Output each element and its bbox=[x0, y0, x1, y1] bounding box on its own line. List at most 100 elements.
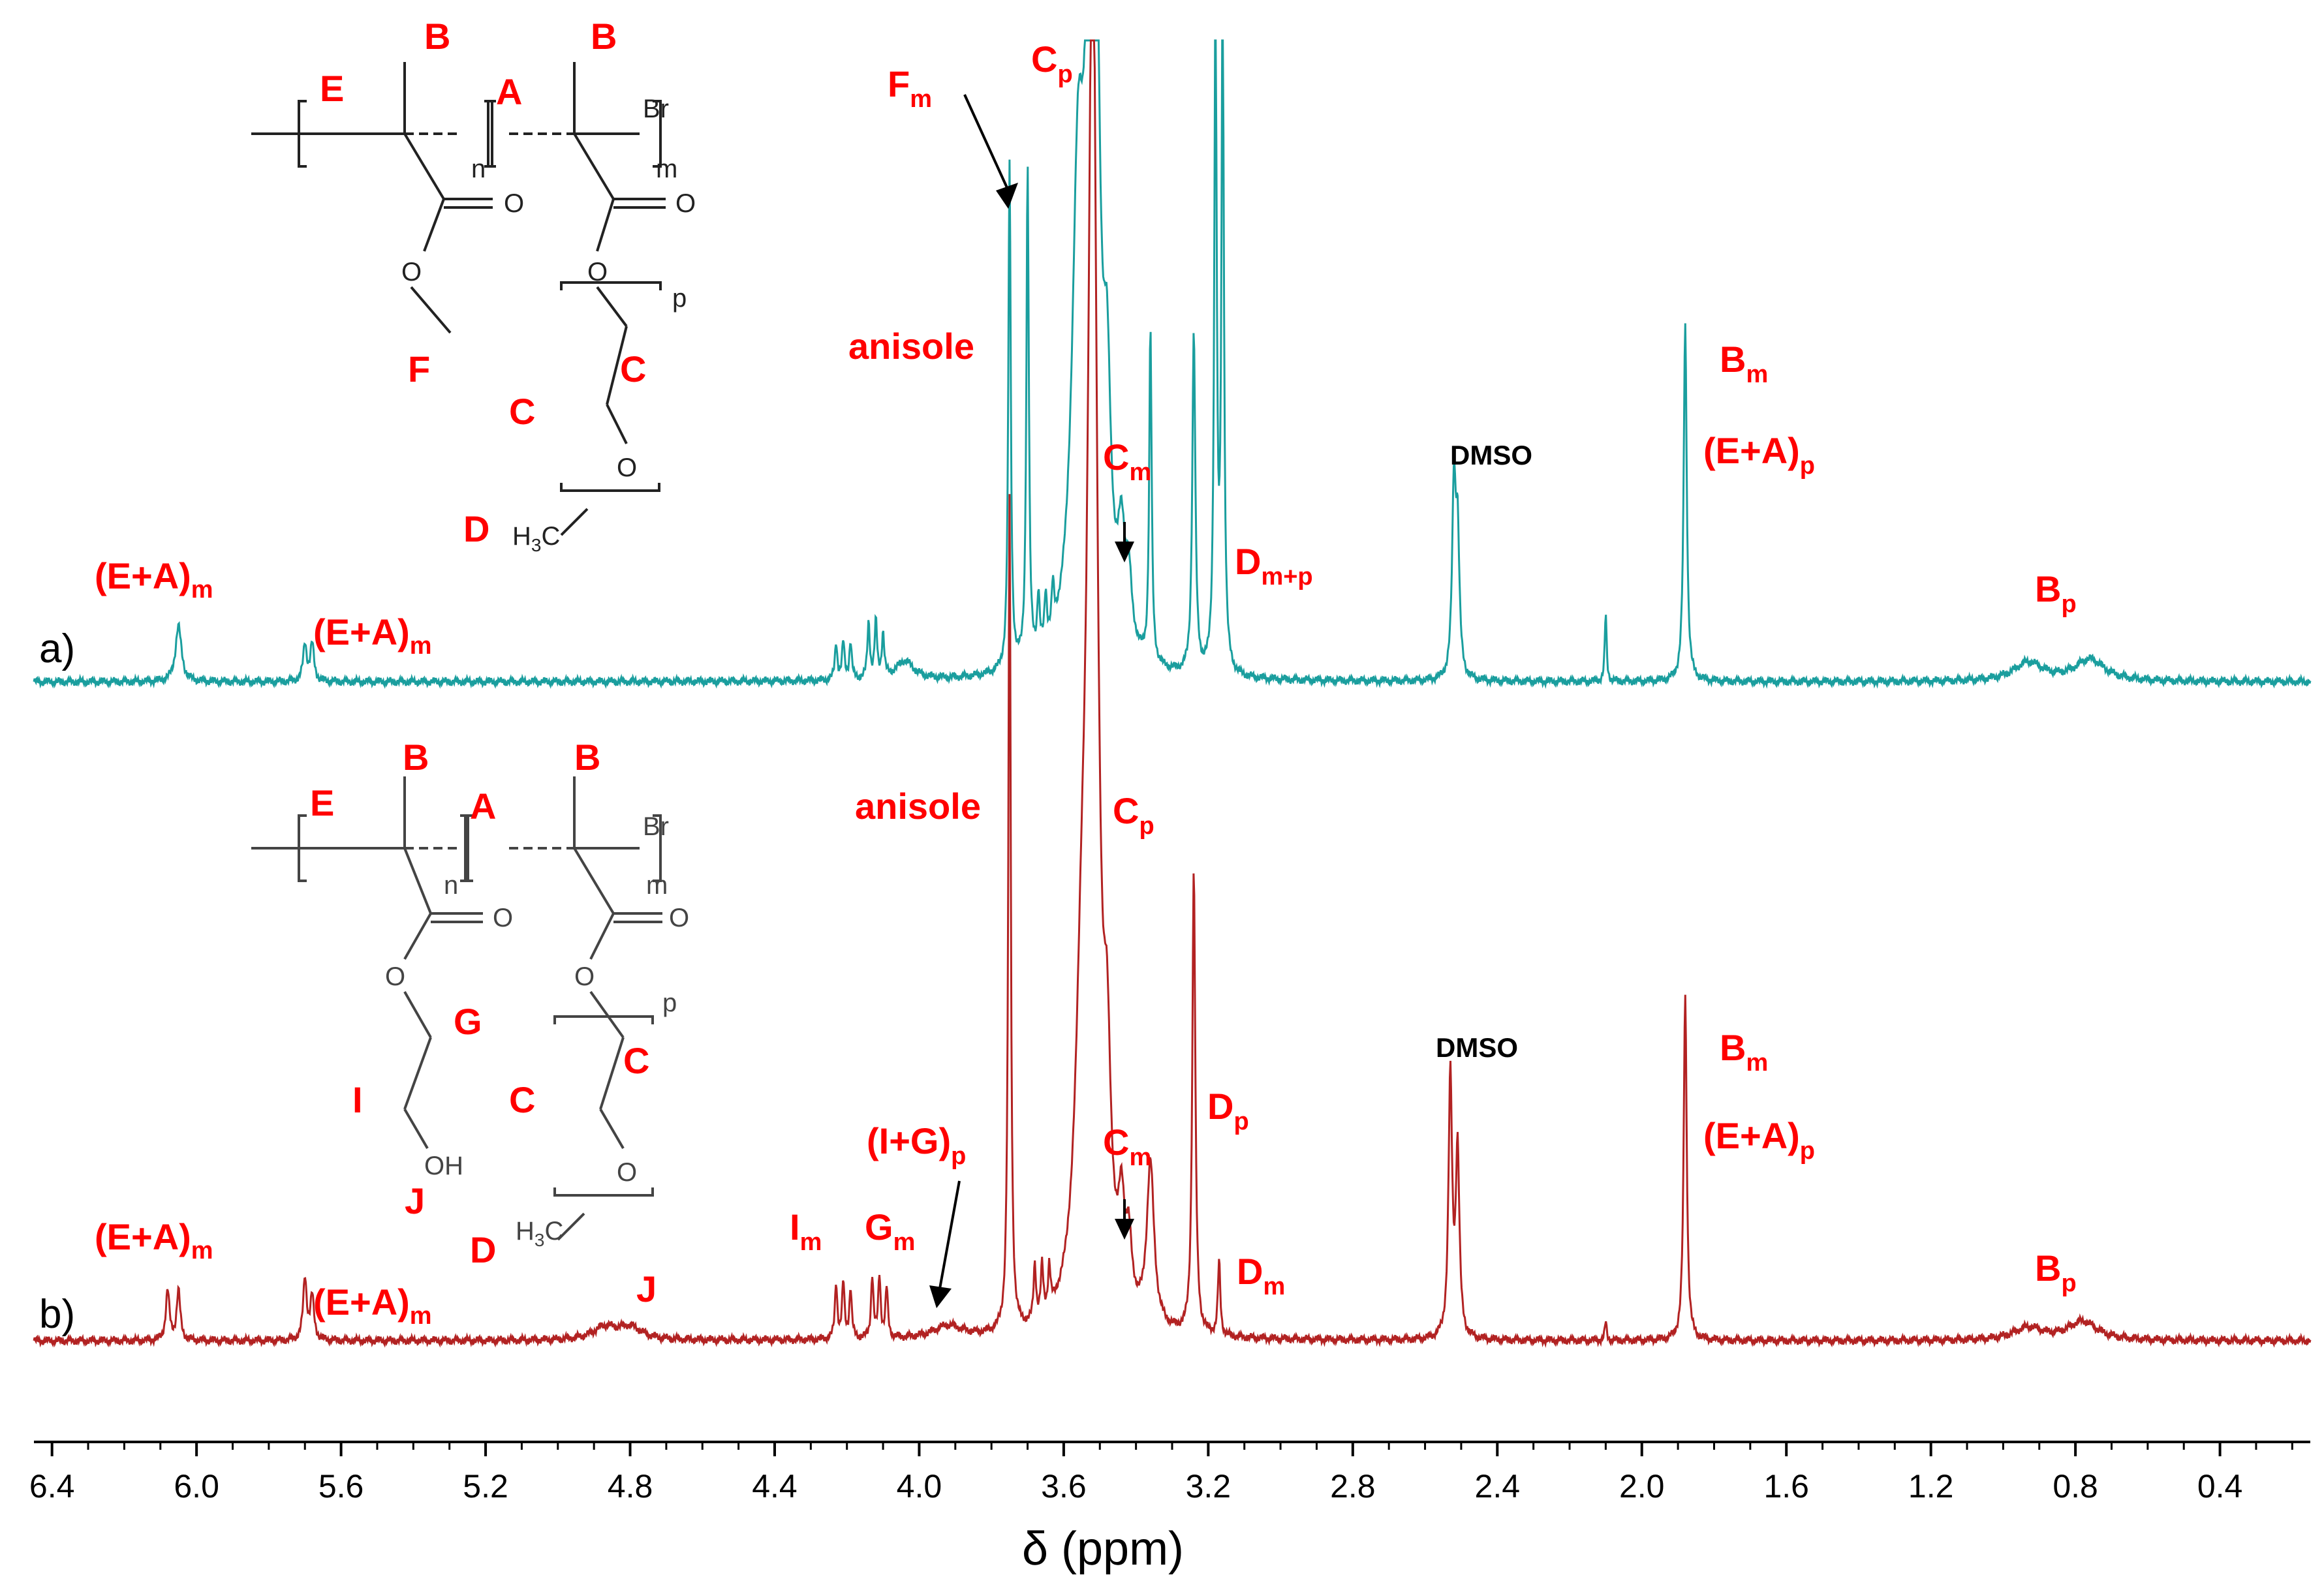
svg-text:C: C bbox=[509, 1079, 535, 1120]
svg-text:F: F bbox=[408, 348, 430, 390]
label-b-dm: Dm bbox=[1237, 1251, 1285, 1300]
arrowhead-a-cm bbox=[1115, 542, 1134, 562]
x-tick-label: 6.4 bbox=[29, 1468, 75, 1505]
svg-text:O: O bbox=[493, 904, 513, 932]
label-a-bm: Bm bbox=[1720, 339, 1768, 388]
x-tick-label: 3.2 bbox=[1186, 1468, 1232, 1505]
x-tick-label: 0.4 bbox=[2197, 1468, 2243, 1505]
label-b-cm: Cm bbox=[1103, 1122, 1151, 1171]
svg-text:p: p bbox=[662, 988, 677, 1017]
label-a-cp: Cp bbox=[1031, 38, 1073, 88]
svg-text:B: B bbox=[403, 737, 429, 778]
label-a-cm: Cm bbox=[1103, 436, 1151, 486]
label-b-bm: Bm bbox=[1720, 1027, 1768, 1077]
label-b-im: Im bbox=[790, 1206, 822, 1256]
svg-text:OH: OH bbox=[424, 1152, 463, 1180]
svg-text:m: m bbox=[646, 871, 668, 900]
svg-text:Br: Br bbox=[643, 812, 669, 841]
label-b-gm: Gm bbox=[865, 1206, 915, 1256]
svg-text:C: C bbox=[623, 1040, 649, 1081]
peak-labels-a: (E+A)m (E+A)m Fm Cp anisole Cm Dm+p DMSO… bbox=[95, 38, 2077, 660]
label-b-anisole: anisole bbox=[855, 786, 981, 827]
label-a-anisole: anisole bbox=[848, 326, 974, 367]
label-a-fm: Fm bbox=[888, 63, 932, 113]
label-a-bp: Bp bbox=[2035, 568, 2077, 618]
svg-text:A: A bbox=[470, 786, 496, 827]
svg-text:m: m bbox=[656, 155, 677, 183]
x-tick-label: 3.6 bbox=[1041, 1468, 1087, 1505]
label-a-eap: (E+A)p bbox=[1703, 430, 1815, 480]
svg-text:A: A bbox=[496, 71, 522, 112]
label-b-cp: Cp bbox=[1113, 790, 1154, 840]
label-b-bp: Bp bbox=[2035, 1248, 2077, 1297]
svg-text:C: C bbox=[509, 391, 535, 432]
label-b-dp: Dp bbox=[1207, 1086, 1249, 1135]
svg-text:O: O bbox=[385, 962, 405, 991]
x-tick-label: 2.4 bbox=[1475, 1468, 1521, 1505]
arrowhead-a-fm bbox=[996, 183, 1018, 209]
x-tick-label: 4.0 bbox=[897, 1468, 942, 1505]
x-tick-label: 6.0 bbox=[174, 1468, 219, 1505]
svg-text:J: J bbox=[405, 1180, 425, 1221]
svg-text:I: I bbox=[352, 1079, 363, 1120]
svg-text:n: n bbox=[471, 155, 486, 183]
label-b-j: J bbox=[636, 1268, 657, 1309]
structure-a-labels: E B A B Br n m O O O O p F C C O D H3C bbox=[320, 16, 696, 555]
svg-text:B: B bbox=[574, 737, 600, 778]
trace-label-b: b) bbox=[39, 1292, 75, 1337]
label-b-eap: (E+A)p bbox=[1703, 1115, 1815, 1165]
spectrum-trace-b bbox=[33, 39, 2312, 1348]
svg-text:O: O bbox=[617, 453, 637, 482]
svg-text:n: n bbox=[444, 871, 458, 900]
structure-a bbox=[251, 62, 666, 536]
x-axis-ticks: 6.4 6.0 5.6 5.2 4.8 4.4 4.0 3.6 3.2 2.8 2.4 2.0 1.6 1… bbox=[29, 1442, 2293, 1505]
svg-text:B: B bbox=[591, 16, 617, 57]
arrow-a-fm bbox=[963, 94, 1010, 191]
label-a-ea-m-right: (E+A)m bbox=[313, 611, 432, 660]
svg-text:O: O bbox=[401, 258, 422, 286]
label-b-ea-m-left: (E+A)m bbox=[95, 1216, 213, 1264]
x-tick-label: 1.6 bbox=[1763, 1468, 1809, 1505]
svg-text:H3C: H3C bbox=[516, 1217, 563, 1250]
x-tick-label: 2.8 bbox=[1330, 1468, 1376, 1505]
x-tick-label: 2.0 bbox=[1619, 1468, 1665, 1505]
label-a-dmp: Dm+p bbox=[1235, 541, 1313, 590]
arrowhead-b-cm bbox=[1115, 1219, 1134, 1240]
structure-b-labels: E B A B Br n m O O O O p G C I C OH O J … bbox=[310, 737, 689, 1270]
svg-text:B: B bbox=[424, 16, 450, 57]
arrow-b-igp bbox=[938, 1180, 961, 1289]
x-tick-label: 0.8 bbox=[2053, 1468, 2098, 1505]
svg-text:E: E bbox=[310, 782, 334, 823]
trace-label-a: a) bbox=[39, 626, 75, 671]
spectrum-trace-a bbox=[33, 39, 2312, 689]
label-b-ea-m-right: (E+A)m bbox=[313, 1281, 432, 1330]
label-b-igp: (I+G)p bbox=[867, 1120, 966, 1170]
svg-text:p: p bbox=[672, 284, 687, 313]
x-axis-title: δ (ppm) bbox=[1022, 1523, 1184, 1575]
svg-text:E: E bbox=[320, 68, 344, 109]
svg-text:O: O bbox=[504, 189, 524, 218]
x-tick-label: 4.4 bbox=[752, 1468, 798, 1505]
svg-text:O: O bbox=[669, 904, 689, 932]
svg-text:O: O bbox=[587, 258, 608, 286]
svg-text:O: O bbox=[675, 189, 696, 218]
x-tick-label: 4.8 bbox=[608, 1468, 653, 1505]
structure-b bbox=[251, 776, 662, 1241]
label-b-dmso: DMSO bbox=[1436, 1032, 1518, 1063]
svg-text:O: O bbox=[617, 1158, 637, 1187]
svg-text:Br: Br bbox=[643, 95, 669, 123]
x-tick-label: 1.2 bbox=[1908, 1468, 1954, 1505]
arrowhead-b-igp bbox=[929, 1285, 952, 1308]
svg-text:C: C bbox=[620, 348, 646, 390]
svg-text:D: D bbox=[463, 508, 489, 549]
x-tick-label: 5.2 bbox=[463, 1468, 508, 1505]
svg-text:O: O bbox=[574, 962, 595, 991]
label-a-ea-m-left: (E+A)m bbox=[95, 555, 213, 604]
x-tick-label: 5.6 bbox=[318, 1468, 364, 1505]
peak-labels-b: (E+A)m (E+A)m J Im Gm (I+G)p anisole Cp … bbox=[95, 786, 2077, 1330]
svg-text:G: G bbox=[454, 1001, 482, 1042]
label-a-dmso: DMSO bbox=[1450, 440, 1532, 470]
svg-text:D: D bbox=[470, 1229, 496, 1270]
svg-text:H3C: H3C bbox=[512, 522, 560, 555]
